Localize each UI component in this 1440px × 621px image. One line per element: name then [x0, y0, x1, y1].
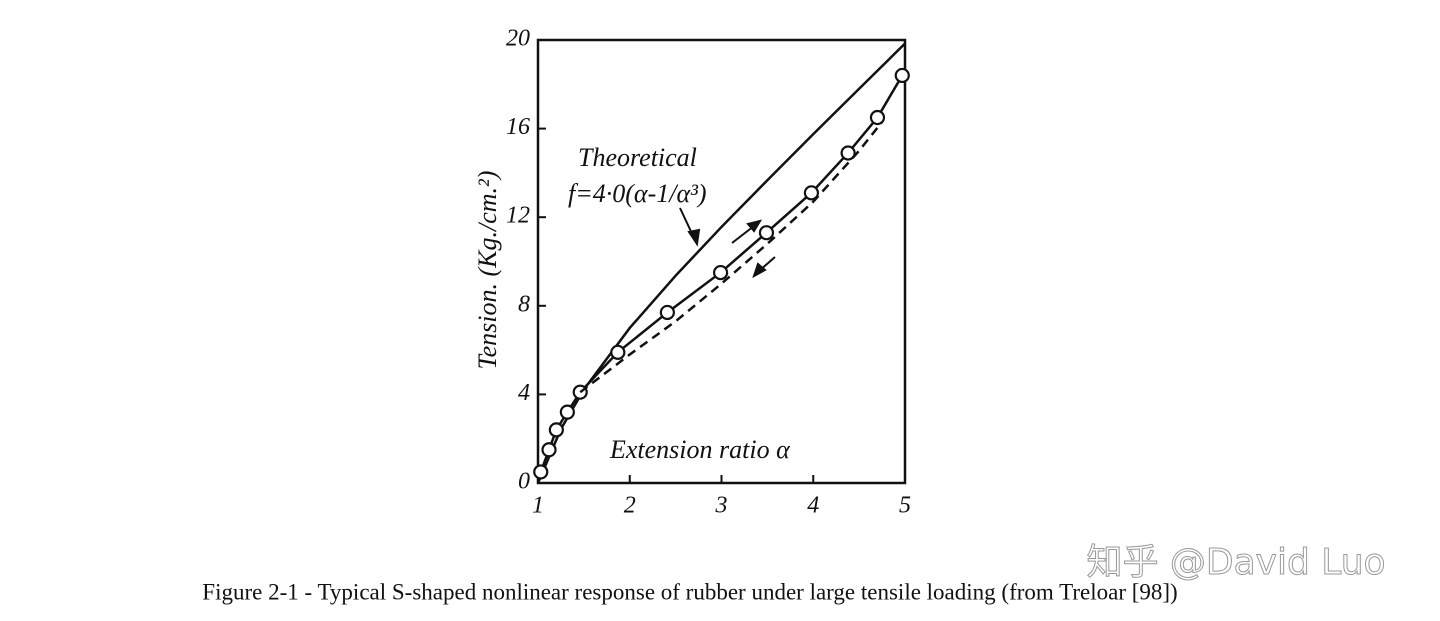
annotation: Extension ratio α: [609, 435, 791, 464]
watermark: 知乎 @David Luo: [1086, 542, 1385, 583]
x-tick-label: 5: [899, 493, 911, 519]
y-tick-label: 8: [518, 291, 530, 317]
y-tick-label: 12: [506, 203, 530, 229]
plot-frame: [536, 38, 907, 485]
data-point: [803, 185, 820, 201]
data-point: [559, 404, 575, 420]
series-line: [536, 42, 906, 484]
data-point: [894, 67, 910, 84]
y-tick-label: 0: [518, 469, 530, 495]
data-point: [840, 145, 856, 161]
data-point: [610, 344, 626, 360]
x-tick-label: 1: [532, 493, 544, 519]
data-point: [533, 464, 549, 480]
annotation: Theoretical: [578, 143, 697, 172]
data-point: [712, 264, 729, 281]
x-tick-label: 3: [715, 493, 728, 519]
annotation: f=4·0(α-1/α³): [568, 179, 707, 208]
caption: Figure 2-1 - Typical S-shaped nonlinear …: [202, 579, 1177, 604]
y-tick-label: 16: [506, 114, 530, 140]
data-point: [758, 225, 775, 241]
data-point: [548, 422, 564, 438]
y-tick-label: 4: [518, 380, 530, 406]
y-tick-label: 20: [506, 26, 530, 52]
x-tick-label: 4: [807, 493, 819, 519]
x-tick-label: 2: [624, 493, 636, 519]
data-point: [659, 304, 675, 321]
data-point: [869, 109, 886, 126]
data-point: [541, 442, 557, 458]
y-axis-label: Tension. (Kg./cm.²): [473, 171, 502, 370]
arrows: [679, 207, 776, 279]
